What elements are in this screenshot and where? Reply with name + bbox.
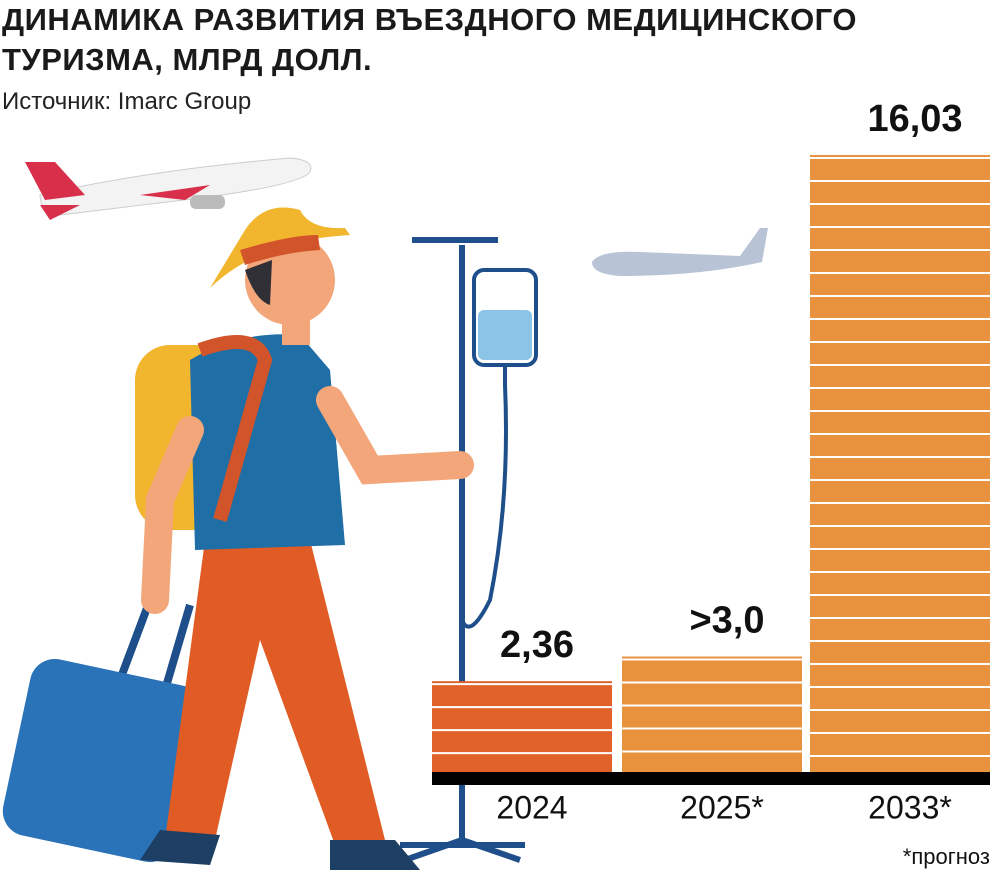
- source: Источник: Imarc Group: [2, 88, 252, 115]
- bar: [810, 155, 990, 772]
- value-label: 16,03: [867, 98, 962, 140]
- chart-title: ДИНАМИКА РАЗВИТИЯ ВЪЕЗДНОГО МЕДИЦИНСКОГО…: [2, 2, 857, 77]
- x-tick-label: 2024: [496, 789, 567, 825]
- illustration: [2, 157, 990, 870]
- value-label: >3,0: [689, 600, 764, 642]
- value-label: 2,36: [500, 624, 574, 666]
- x-tick-label: 2033*: [868, 789, 952, 825]
- x-tick-label: 2025*: [680, 789, 764, 825]
- note: *прогноз: [903, 844, 990, 869]
- bar: [622, 656, 802, 772]
- bar: [432, 681, 612, 772]
